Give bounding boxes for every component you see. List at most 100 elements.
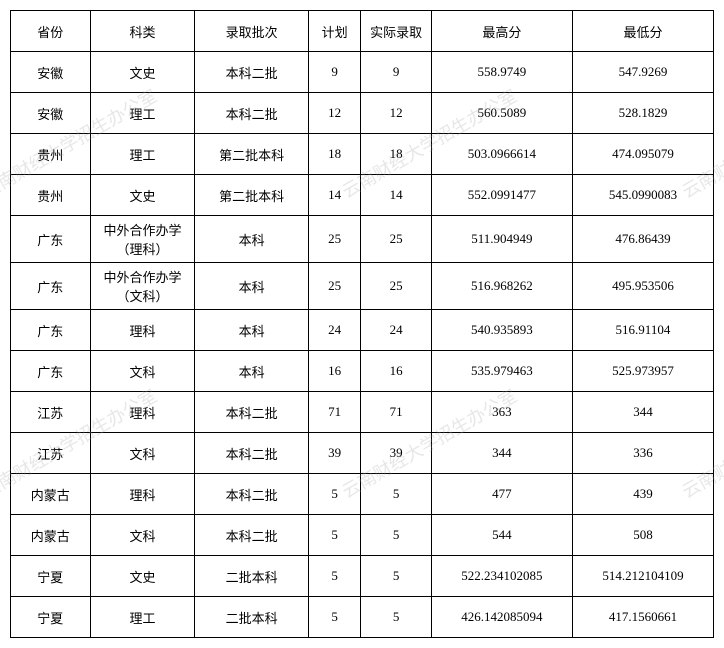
table-row: 广东中外合作办学（文科）本科2525516.968262495.953506 [11, 263, 714, 310]
column-header: 录取批次 [195, 11, 309, 52]
table-row: 贵州文史第二批本科1414552.0991477545.0990083 [11, 175, 714, 216]
table-cell: 547.9269 [572, 52, 713, 93]
table-row: 广东理科本科2424540.935893516.91104 [11, 310, 714, 351]
table-row: 安徽理工本科二批1212560.5089528.1829 [11, 93, 714, 134]
table-cell: 广东 [11, 310, 91, 351]
column-header: 计划 [309, 11, 361, 52]
table-cell: 439 [572, 474, 713, 515]
table-cell: 25 [361, 263, 432, 310]
table-cell: 本科二批 [195, 52, 309, 93]
column-header: 科类 [90, 11, 195, 52]
table-cell: 本科 [195, 310, 309, 351]
table-cell: 25 [361, 216, 432, 263]
table-cell: 552.0991477 [431, 175, 572, 216]
table-cell: 5 [361, 515, 432, 556]
table-cell: 宁夏 [11, 597, 91, 638]
table-cell: 336 [572, 433, 713, 474]
column-header: 省份 [11, 11, 91, 52]
table-cell: 文科 [90, 515, 195, 556]
table-cell: 525.973957 [572, 351, 713, 392]
table-cell: 广东 [11, 216, 91, 263]
table-cell: 18 [309, 134, 361, 175]
table-cell: 25 [309, 216, 361, 263]
table-cell: 中外合作办学（文科） [90, 263, 195, 310]
column-header: 最低分 [572, 11, 713, 52]
table-cell: 安徽 [11, 52, 91, 93]
table-cell: 5 [309, 556, 361, 597]
table-cell: 贵州 [11, 134, 91, 175]
admission-data-table: 省份科类录取批次计划实际录取最高分最低分 安徽文史本科二批99558.97495… [10, 10, 714, 638]
table-cell: 江苏 [11, 392, 91, 433]
table-cell: 522.234102085 [431, 556, 572, 597]
table-cell: 14 [361, 175, 432, 216]
table-cell: 宁夏 [11, 556, 91, 597]
column-header: 最高分 [431, 11, 572, 52]
table-cell: 二批本科 [195, 556, 309, 597]
table-cell: 理工 [90, 597, 195, 638]
table-cell: 第二批本科 [195, 134, 309, 175]
table-cell: 9 [361, 52, 432, 93]
table-cell: 5 [309, 474, 361, 515]
table-cell: 14 [309, 175, 361, 216]
table-cell: 560.5089 [431, 93, 572, 134]
table-cell: 514.212104109 [572, 556, 713, 597]
table-cell: 本科二批 [195, 392, 309, 433]
table-row: 宁夏文史二批本科55522.234102085514.212104109 [11, 556, 714, 597]
table-cell: 文史 [90, 52, 195, 93]
table-cell: 511.904949 [431, 216, 572, 263]
table-cell: 本科 [195, 351, 309, 392]
table-row: 江苏文科本科二批3939344336 [11, 433, 714, 474]
table-cell: 12 [361, 93, 432, 134]
table-cell: 344 [572, 392, 713, 433]
table-cell: 理工 [90, 134, 195, 175]
table-cell: 503.0966614 [431, 134, 572, 175]
table-cell: 344 [431, 433, 572, 474]
table-cell: 39 [361, 433, 432, 474]
table-cell: 广东 [11, 263, 91, 310]
table-cell: 理科 [90, 474, 195, 515]
table-cell: 本科二批 [195, 474, 309, 515]
table-cell: 二批本科 [195, 597, 309, 638]
table-row: 贵州理工第二批本科1818503.0966614474.095079 [11, 134, 714, 175]
table-cell: 71 [361, 392, 432, 433]
table-cell: 16 [309, 351, 361, 392]
table-cell: 545.0990083 [572, 175, 713, 216]
table-cell: 5 [309, 515, 361, 556]
table-row: 安徽文史本科二批99558.9749547.9269 [11, 52, 714, 93]
table-cell: 516.91104 [572, 310, 713, 351]
table-cell: 理工 [90, 93, 195, 134]
table-cell: 71 [309, 392, 361, 433]
table-cell: 12 [309, 93, 361, 134]
table-cell: 文史 [90, 175, 195, 216]
table-cell: 本科 [195, 216, 309, 263]
table-cell: 5 [361, 597, 432, 638]
table-wrapper: 云南财经大学招生办公室云南财经大学招生办公室云南财经大学招生办公室云南财经大学招… [10, 10, 714, 638]
table-cell: 文科 [90, 433, 195, 474]
table-row: 内蒙古理科本科二批55477439 [11, 474, 714, 515]
table-cell: 426.142085094 [431, 597, 572, 638]
table-row: 内蒙古文科本科二批55544508 [11, 515, 714, 556]
table-cell: 本科二批 [195, 93, 309, 134]
table-cell: 广东 [11, 351, 91, 392]
table-cell: 18 [361, 134, 432, 175]
table-cell: 558.9749 [431, 52, 572, 93]
table-cell: 5 [361, 474, 432, 515]
table-cell: 本科 [195, 263, 309, 310]
table-cell: 477 [431, 474, 572, 515]
table-cell: 24 [361, 310, 432, 351]
table-cell: 528.1829 [572, 93, 713, 134]
table-cell: 内蒙古 [11, 474, 91, 515]
table-cell: 16 [361, 351, 432, 392]
table-cell: 9 [309, 52, 361, 93]
table-cell: 江苏 [11, 433, 91, 474]
table-row: 宁夏理工二批本科55426.142085094417.1560661 [11, 597, 714, 638]
table-row: 江苏理科本科二批7171363344 [11, 392, 714, 433]
table-cell: 中外合作办学（理科） [90, 216, 195, 263]
table-cell: 本科二批 [195, 515, 309, 556]
table-cell: 5 [309, 597, 361, 638]
table-cell: 363 [431, 392, 572, 433]
table-row: 广东文科本科1616535.979463525.973957 [11, 351, 714, 392]
table-cell: 第二批本科 [195, 175, 309, 216]
table-cell: 理科 [90, 392, 195, 433]
table-cell: 535.979463 [431, 351, 572, 392]
